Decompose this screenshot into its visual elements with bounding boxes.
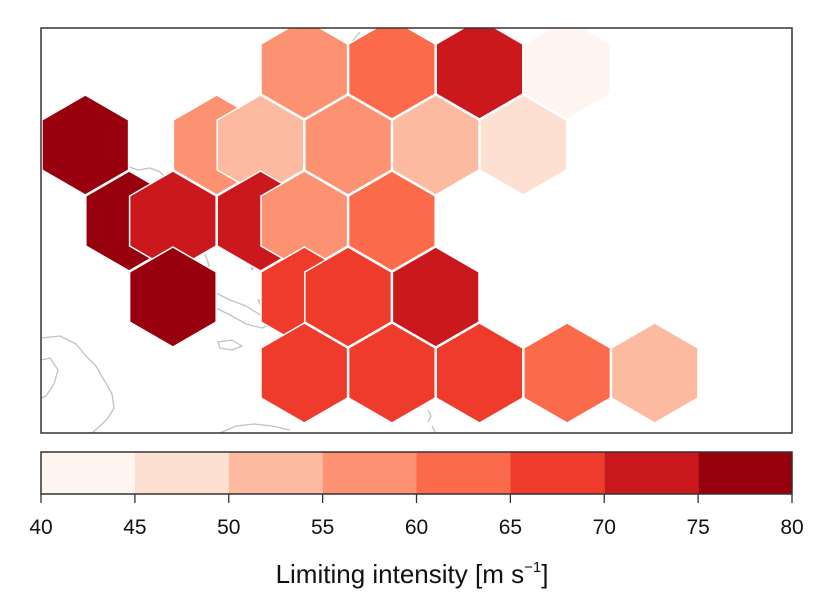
colorbar-tick-label: 70 bbox=[592, 516, 616, 539]
colorbar-bin bbox=[41, 452, 135, 494]
colorbar-bin bbox=[510, 452, 605, 494]
hexbin-cell bbox=[435, 28, 524, 120]
map-frame bbox=[40, 27, 793, 434]
hexbin-cell bbox=[435, 322, 524, 424]
colorbar-bin bbox=[604, 452, 699, 494]
colorbar-tick-label: 55 bbox=[310, 516, 335, 539]
map-panel bbox=[40, 27, 793, 434]
central-america bbox=[41, 335, 115, 433]
hexbin-cell bbox=[260, 28, 349, 120]
colorbar-tick-label: 80 bbox=[780, 516, 804, 539]
colorbar-bin bbox=[698, 452, 792, 494]
colorbar-tick-label: 45 bbox=[123, 516, 147, 539]
hexbin-cell bbox=[347, 28, 436, 120]
hexbin-cell bbox=[391, 94, 480, 196]
hexbin-cell bbox=[347, 170, 436, 272]
colorbar-tick-label: 60 bbox=[404, 516, 429, 539]
jamaica bbox=[217, 339, 243, 351]
hexbin-layer bbox=[41, 28, 699, 424]
colorbar bbox=[40, 451, 793, 503]
hexbin-cell bbox=[523, 28, 612, 120]
colorbar-bin bbox=[134, 452, 229, 494]
hexbin-cell bbox=[391, 246, 480, 348]
hexbin-cell bbox=[347, 322, 436, 424]
colorbar-title-text: Limiting intensity [m s bbox=[275, 559, 525, 589]
hexbin-cell bbox=[304, 94, 393, 196]
hexbin-cell bbox=[260, 322, 349, 424]
hexbin-cell bbox=[128, 246, 217, 348]
colorbar-tick-label: 40 bbox=[29, 516, 53, 539]
hexbin-cell bbox=[523, 322, 612, 424]
colorbar-bin bbox=[416, 452, 511, 494]
yucatan bbox=[41, 357, 59, 399]
colorbar-bin bbox=[322, 452, 417, 494]
hexbin-cell bbox=[304, 246, 393, 348]
colorbar-tick-label: 65 bbox=[498, 516, 523, 539]
colorbar-title-close: ] bbox=[541, 559, 549, 589]
colorbar-title: Limiting intensity [m s−1] bbox=[0, 559, 824, 590]
colorbar-tick-label: 75 bbox=[686, 516, 710, 539]
colorbar-title-exponent: −1 bbox=[524, 559, 542, 576]
south-america bbox=[219, 423, 291, 433]
colorbar-bin bbox=[228, 452, 323, 494]
hexbin-cell bbox=[479, 94, 568, 196]
hexbin-cell bbox=[41, 94, 130, 196]
hexbin-cell bbox=[610, 322, 699, 424]
colorbar-tick-label: 50 bbox=[217, 516, 241, 539]
